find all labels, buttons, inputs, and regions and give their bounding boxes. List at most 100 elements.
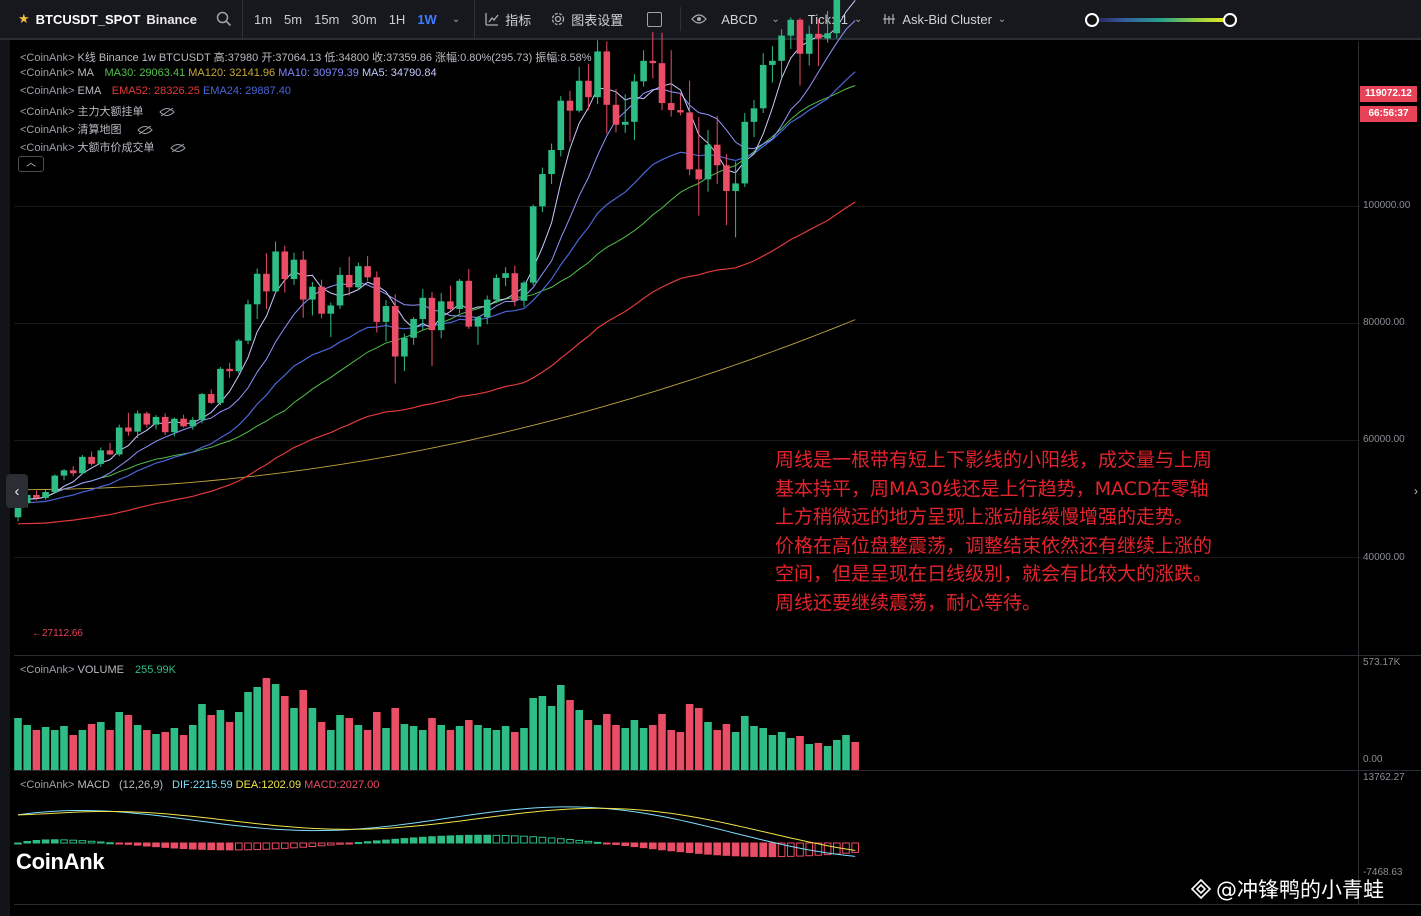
low-marker-label: ←27112.66 [32,628,83,639]
volume-bar [851,742,859,770]
volume-bar [777,732,786,770]
candle-body [88,456,95,464]
ma-legend[interactable]: <CoinAnk> MA MA30: 29063.41 MA120: 32141… [20,67,437,79]
period-30m[interactable]: 30m [351,11,377,27]
macd-histogram-bar [41,839,50,844]
volume-bar [281,696,289,770]
period-5m[interactable]: 5m [284,11,303,27]
macd-histogram-bar [759,842,768,858]
scroll-left-button[interactable]: ‹ [6,474,28,508]
pane-divider-macd[interactable] [14,770,1421,771]
volume-bar [704,722,712,770]
pane-divider-volume[interactable] [14,655,1421,656]
fullscreen-checkbox[interactable] [647,11,663,27]
pane-bottom-border [14,904,1421,905]
hidden-eye-icon[interactable] [158,107,175,117]
periods-dropdown-icon[interactable]: ⌄ [451,13,461,25]
candle-body [695,169,703,180]
macd-histogram-bar [299,842,307,848]
volume-bar [290,708,298,770]
volume-bar [455,726,464,770]
gear-icon [552,12,565,26]
volume-bar [170,728,179,770]
tick-dropdown-icon: ⌄ [853,13,863,25]
macd-histogram-bar [603,842,611,845]
macd-histogram-bar [409,837,418,844]
cluster-selector[interactable]: Ask-Bid Cluster ⌄ [872,0,1016,39]
symbol-selector[interactable]: ★ BTCUSDT_SPOT Binance [0,0,207,39]
drawing-tool-label: ABCD [721,11,758,27]
hidden-eye-icon[interactable] [169,143,186,153]
liquidation-legend[interactable]: <CoinAnk> 清算地图 [20,121,153,137]
annotation-line: 周线还要继续震荡，耐心等待。 [775,591,1042,614]
macd-histogram-bar [262,842,271,850]
heatmap-range-slider[interactable] [1085,13,1237,27]
candle-body [649,60,657,64]
macd-histogram-bar [336,842,344,845]
macd-histogram-bar [189,842,197,850]
candle-body [152,416,160,425]
period-15m[interactable]: 15m [314,11,340,27]
tick-value: 1 [840,11,848,27]
volume-bar [593,725,602,770]
macd-histogram-bar [363,841,372,844]
collapse-legends-button[interactable]: ︿ [18,156,44,172]
candle-body [594,51,601,98]
slider-min-handle[interactable] [1085,13,1099,27]
ema-legend[interactable]: <CoinAnk> EMA EMA52: 28326.25 EMA24: 298… [20,85,291,97]
drawing-tool-button[interactable]: ABCD ⌄ [681,0,798,39]
legend-source: <CoinAnk> [20,142,75,154]
volume-bar [60,726,68,770]
orders-legend[interactable]: <CoinAnk> 主力大额挂单 [20,103,175,119]
volume-bar [97,722,105,770]
macd-histogram-bar [216,842,225,851]
candle-body [281,251,289,280]
chart-settings-button[interactable]: 图表设置 [541,0,633,39]
candle-body [336,274,344,306]
candle-body [612,104,620,125]
volume-bar [520,728,528,770]
drawing-dropdown-icon[interactable]: ⌄ [771,13,780,25]
volume-bar [823,746,832,770]
volume-bar [51,730,59,770]
indicators-button[interactable]: 指标 [475,0,541,39]
macd-histogram-bar [32,840,41,844]
annotation-line: 周线是一根带有短上下影线的小阳线，成交量与上周 [775,449,1213,471]
watermark-text: @冲锋鸭的小青蛙 [1216,878,1384,902]
candle-body [235,340,243,372]
kline-legend-values: Binance 1w BTCUSDT 高:37980 开:37064.13 低:… [98,52,592,64]
candle-body [511,273,519,301]
macd-histogram-bar [253,842,261,851]
volume-bar [14,718,22,770]
period-1w[interactable]: 1W [417,11,437,27]
period-1m[interactable]: 1m [253,11,273,27]
candle-body [161,416,169,433]
macd-hist-value: MACD:2027.00 [304,779,380,791]
macd-histogram-bar [704,842,712,855]
candle-body [723,165,730,192]
macd-histogram-bar [796,842,804,857]
slider-max-handle[interactable] [1223,13,1237,27]
candle-body [778,35,785,61]
legend-source: <CoinAnk> [20,664,75,676]
candle-body [299,259,307,300]
hidden-eye-icon[interactable] [136,125,153,135]
search-icon[interactable] [207,0,243,39]
volume-bar [152,734,160,770]
candle-body [217,368,224,403]
favorite-star-icon[interactable]: ★ [18,11,30,26]
period-1h[interactable]: 1H [388,11,406,27]
macd-legend[interactable]: <CoinAnk> MACD (12,26,9) DIF:2215.59 DEA… [20,779,379,791]
candle-body [824,33,831,39]
big-trades-legend[interactable]: <CoinAnk> 大额市价成交单 [20,139,186,155]
candle-body [833,0,841,34]
candle-body [658,63,666,104]
volume-legend[interactable]: <CoinAnk> VOLUME 255.99K [20,664,176,676]
volume-bar [676,732,685,770]
macd-histogram-bar [851,842,860,853]
chart-settings-label: 图表设置 [571,12,624,28]
volume-bar [612,725,620,770]
kline-legend[interactable]: <CoinAnk> K线 Binance 1w BTCUSDT 高:37980 … [20,49,592,65]
scroll-right-button[interactable]: › [1414,484,1418,498]
